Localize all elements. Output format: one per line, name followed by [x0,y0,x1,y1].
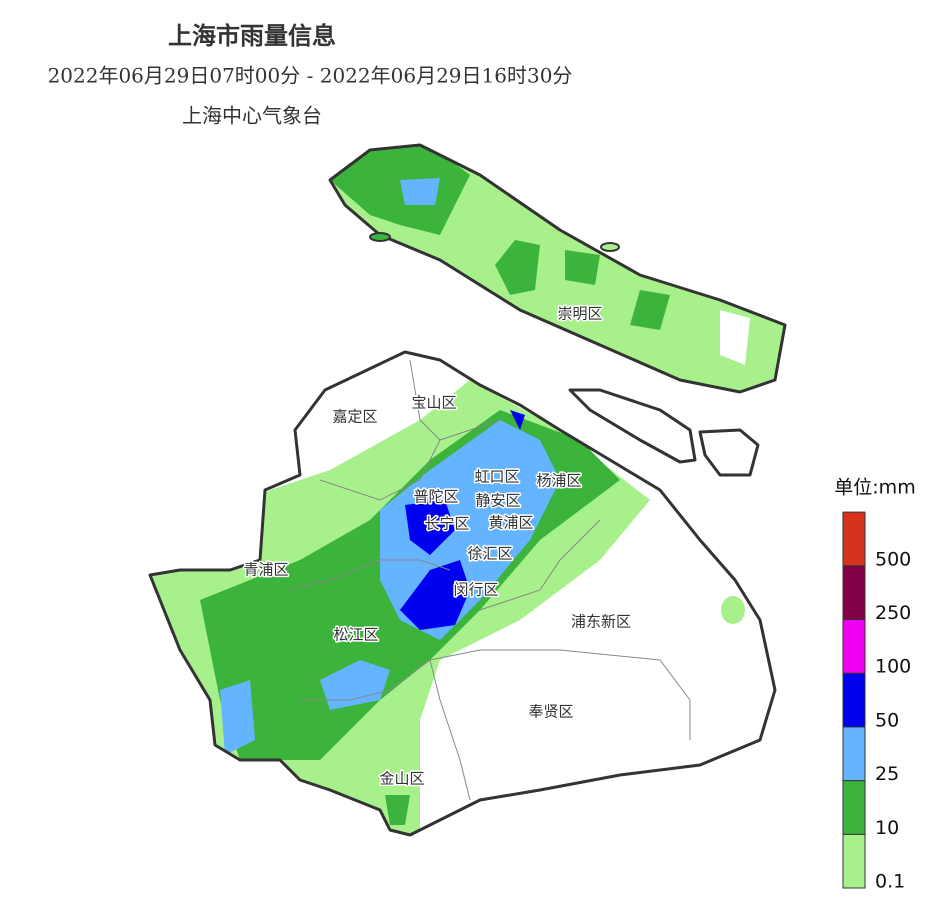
district-label: 金山区 [379,770,424,788]
legend-tick-label: 0.1 [875,871,905,893]
legend-tick-label: 500 [875,548,911,570]
district-lines [289,359,691,801]
district-label: 松江区 [333,626,378,644]
legend-tick-label: 250 [875,602,911,624]
district-label: 崇明区 [557,305,602,323]
islet [369,232,391,242]
legend-tick-label: 25 [875,763,899,785]
district-label: 奉贤区 [528,703,573,721]
legend-tick-label: 100 [875,656,911,678]
district-label: 静安区 [475,492,520,510]
legend-swatch [842,619,866,674]
district-label: 宝山区 [411,394,456,412]
legend-swatch [842,511,866,567]
title: 上海市雨量信息 [168,22,336,50]
legend-swatch [842,672,866,728]
district-label: 闵行区 [453,581,498,599]
district-label: 长宁区 [424,515,469,533]
district-label: 普陀区 [413,488,458,506]
district-label: 黄浦区 [488,514,533,532]
mainland-border [148,350,777,837]
changxing [568,388,697,464]
islet [600,242,620,252]
district-label: 杨浦区 [536,472,581,490]
legend-unit: 单位:mm [834,477,915,499]
legend: 单位:mm 0.1 10 25 50 100 250 500 [834,477,915,893]
district-label: 嘉定区 [332,408,377,426]
hengsha [698,428,760,477]
legend-tick-label: 10 [875,817,899,839]
chongming-border [328,143,787,394]
legend-swatch [842,833,866,889]
legend-tick-label: 50 [875,709,899,731]
district-label: 青浦区 [243,561,288,579]
district-label: 浦东新区 [571,613,631,631]
legend-swatch [842,780,866,835]
period: 2022年06月29日07时00分 - 2022年06月29日16时30分 [48,64,573,88]
source: 上海中心气象台 [182,104,322,128]
district-label: 虹口区 [474,468,519,486]
legend-swatch [842,726,866,782]
legend-swatch [842,565,866,620]
district-label: 徐汇区 [467,545,512,563]
